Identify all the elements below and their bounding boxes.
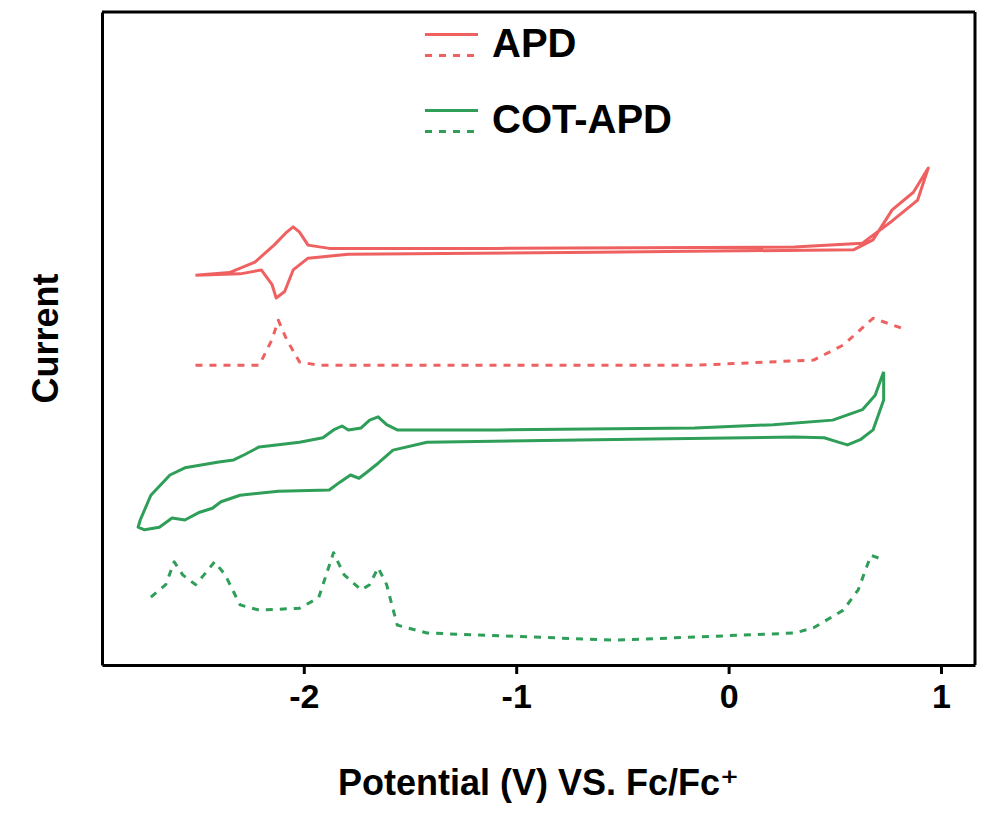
y-axis-line	[101, 13, 104, 666]
series-line	[195, 168, 928, 298]
x-tick-mark	[515, 665, 518, 674]
x-tick: 0	[720, 665, 739, 715]
legend: APD COT-APD	[425, 21, 672, 141]
x-tick: -2	[289, 665, 319, 715]
legend-swatch	[425, 33, 478, 36]
plot-area	[138, 168, 928, 640]
frame	[102, 11, 975, 14]
x-axis: -2 -1 0 1	[103, 665, 976, 715]
series-line	[138, 372, 884, 530]
series-line	[195, 318, 907, 365]
x-axis-title: Potential (V) VS. Fc/Fc⁺	[338, 762, 739, 803]
x-tick-mark	[728, 665, 731, 674]
chart: -2 -1 0 1 Potential (V) VS. Fc/Fc⁺ Current APD…	[0, 0, 984, 823]
frame	[974, 12, 977, 665]
legend-label: COT-APD	[492, 97, 672, 141]
legend-label: APD	[492, 21, 576, 65]
legend-swatch	[425, 130, 478, 133]
x-tick-label: -1	[502, 677, 532, 715]
x-tick-label: 0	[720, 677, 739, 715]
y-axis	[102, 13, 103, 666]
x-tick-label: 1	[932, 677, 951, 715]
legend-swatch	[425, 109, 478, 112]
x-tick: 1	[932, 665, 951, 715]
series-line	[151, 553, 884, 641]
x-tick-label: -2	[289, 677, 319, 715]
x-tick-mark	[303, 665, 306, 674]
x-axis-line	[103, 664, 976, 667]
x-tick-mark	[940, 665, 943, 674]
legend-swatch	[425, 54, 478, 57]
x-tick: -1	[502, 665, 532, 715]
y-axis-title: Current	[25, 273, 66, 403]
